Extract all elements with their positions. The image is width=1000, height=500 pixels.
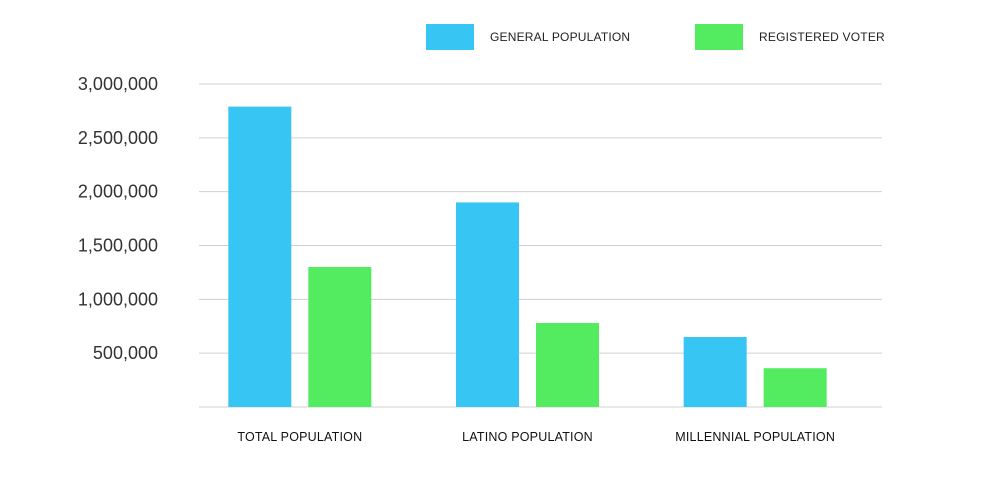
y-tick-label: 2,500,000 (78, 128, 158, 148)
legend-swatch-general-population (426, 24, 474, 50)
y-tick-label: 1,500,000 (78, 236, 158, 256)
bar-registered-voter (763, 368, 827, 407)
x-tick-label: LATINO POPULATION (462, 430, 593, 444)
bar-general-population (228, 106, 292, 408)
x-tick-label: TOTAL POPULATION (237, 430, 362, 444)
bar-registered-voter (536, 323, 599, 407)
bar-general-population (456, 202, 519, 407)
legend-label-registered-voter: REGISTERED VOTER (759, 30, 885, 44)
y-tick-label: 500,000 (93, 343, 158, 363)
y-tick-label: 3,000,000 (78, 74, 158, 94)
y-tick-label: 1,000,000 (78, 289, 158, 309)
bar-general-population (683, 337, 747, 407)
x-tick-label: MILLENNIAL POPULATION (675, 430, 835, 444)
legend-label-general-population: GENERAL POPULATION (490, 30, 631, 44)
bar-registered-voter (308, 267, 372, 407)
legend-swatch-registered-voter (695, 24, 743, 50)
y-tick-label: 2,000,000 (78, 182, 158, 202)
legend-item-registered-voter: REGISTERED VOTER (695, 24, 885, 50)
legend-item-general-population: GENERAL POPULATION (426, 24, 630, 50)
